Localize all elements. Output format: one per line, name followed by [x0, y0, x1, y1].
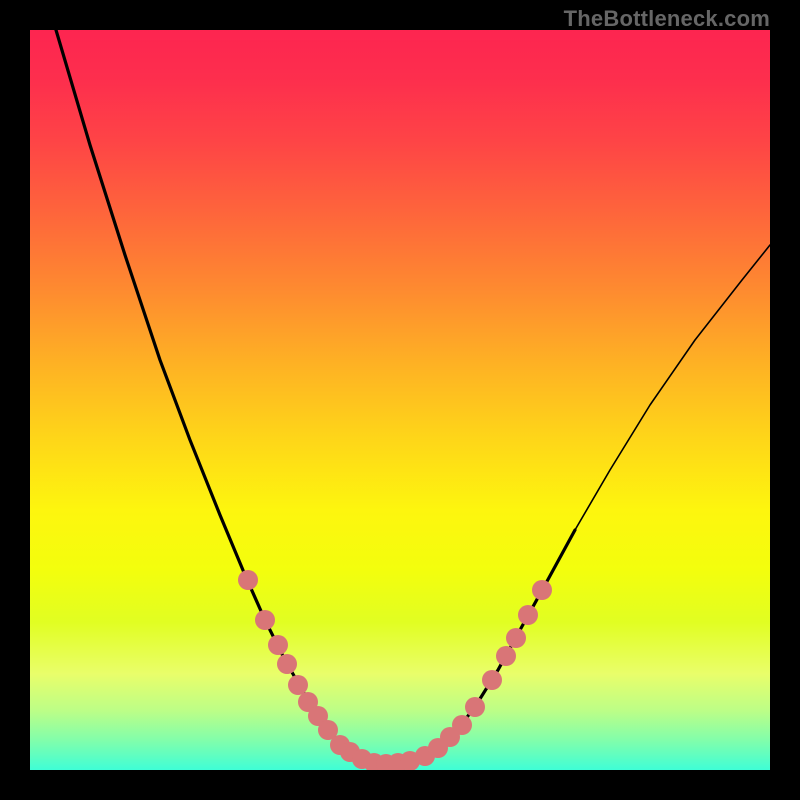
data-marker	[288, 675, 308, 695]
data-marker	[277, 654, 297, 674]
data-marker	[452, 715, 472, 735]
chart-svg	[30, 30, 770, 770]
data-marker	[268, 635, 288, 655]
data-marker	[465, 697, 485, 717]
data-marker	[238, 570, 258, 590]
data-marker	[496, 646, 516, 666]
data-marker	[255, 610, 275, 630]
data-marker	[518, 605, 538, 625]
data-marker	[482, 670, 502, 690]
data-marker	[532, 580, 552, 600]
chart-background	[30, 30, 770, 770]
data-marker	[506, 628, 526, 648]
chart-plot-area	[30, 30, 770, 770]
watermark-text: TheBottleneck.com	[564, 6, 770, 32]
